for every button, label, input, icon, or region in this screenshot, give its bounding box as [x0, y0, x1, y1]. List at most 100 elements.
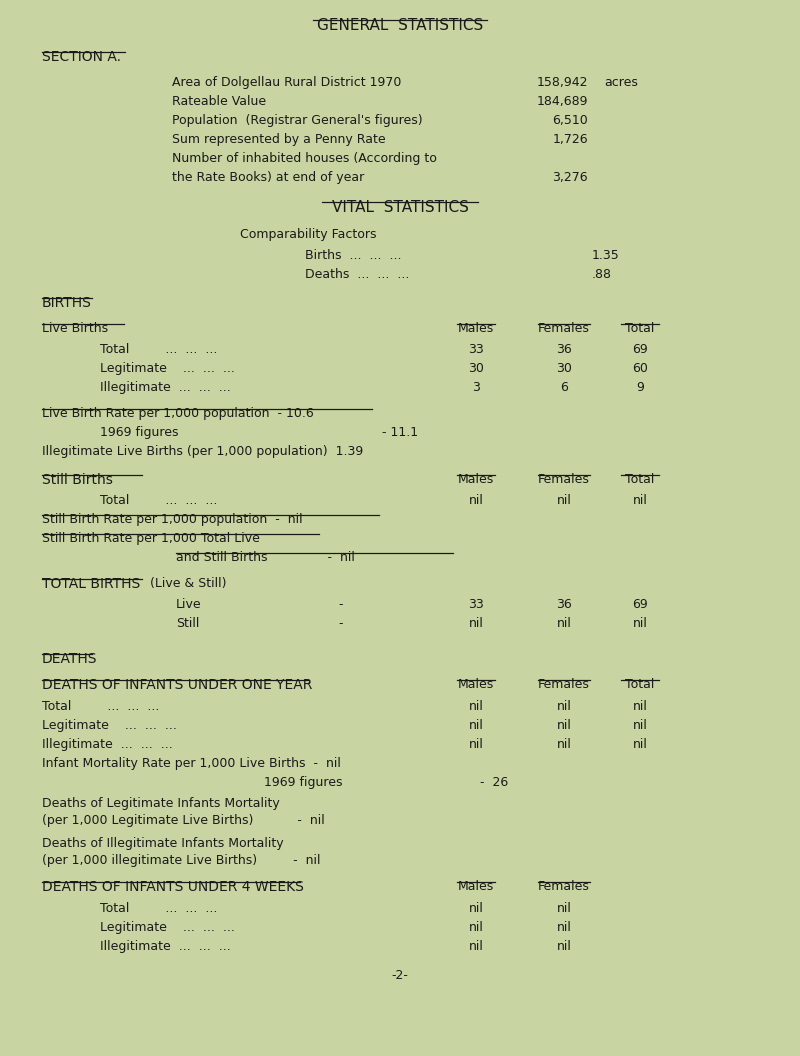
Text: nil: nil: [469, 617, 483, 630]
Text: nil: nil: [633, 719, 647, 732]
Text: 33: 33: [468, 343, 484, 356]
Text: -  26: - 26: [480, 776, 508, 789]
Text: Legitimate    ...  ...  ...: Legitimate ... ... ...: [42, 719, 177, 732]
Text: Comparability Factors: Comparability Factors: [240, 228, 377, 241]
Text: 1.35: 1.35: [592, 249, 620, 262]
Text: Illegitimate Live Births (per 1,000 population)  1.39: Illegitimate Live Births (per 1,000 popu…: [42, 445, 363, 458]
Text: 1,726: 1,726: [552, 133, 588, 146]
Text: nil: nil: [557, 940, 571, 953]
Text: Births  ...  ...  ...: Births ... ... ...: [305, 249, 402, 262]
Text: GENERAL  STATISTICS: GENERAL STATISTICS: [317, 18, 483, 33]
Text: DEATHS: DEATHS: [42, 652, 98, 666]
Text: Live Birth Rate per 1,000 population  - 10.6: Live Birth Rate per 1,000 population - 1…: [42, 407, 314, 420]
Text: Total: Total: [626, 322, 654, 335]
Text: nil: nil: [469, 494, 483, 507]
Text: nil: nil: [557, 617, 571, 630]
Text: Still Birth Rate per 1,000 Total Live: Still Birth Rate per 1,000 Total Live: [42, 532, 260, 545]
Text: 3: 3: [472, 381, 480, 394]
Text: Deaths  ...  ...  ...: Deaths ... ... ...: [305, 268, 410, 281]
Text: Total: Total: [626, 473, 654, 486]
Text: Illegitimate  ...  ...  ...: Illegitimate ... ... ...: [100, 940, 230, 953]
Text: 1969 figures: 1969 figures: [264, 776, 342, 789]
Text: Females: Females: [538, 322, 590, 335]
Text: 184,689: 184,689: [537, 95, 588, 108]
Text: Still: Still: [176, 617, 199, 630]
Text: Illegitimate  ...  ...  ...: Illegitimate ... ... ...: [100, 381, 230, 394]
Text: Total         ...  ...  ...: Total ... ... ...: [100, 902, 218, 914]
Text: Total         ...  ...  ...: Total ... ... ...: [100, 343, 218, 356]
Text: -2-: -2-: [391, 969, 409, 982]
Text: Males: Males: [458, 473, 494, 486]
Text: Live Births: Live Births: [42, 322, 108, 335]
Text: 60: 60: [632, 362, 648, 375]
Text: nil: nil: [469, 921, 483, 934]
Text: 69: 69: [632, 343, 648, 356]
Text: Rateable Value: Rateable Value: [172, 95, 266, 108]
Text: nil: nil: [633, 494, 647, 507]
Text: Total         ...  ...  ...: Total ... ... ...: [100, 494, 218, 507]
Text: nil: nil: [557, 921, 571, 934]
Text: Total         ...  ...  ...: Total ... ... ...: [42, 700, 159, 713]
Text: nil: nil: [557, 719, 571, 732]
Text: the Rate Books) at end of year: the Rate Books) at end of year: [172, 171, 364, 184]
Text: (per 1,000 Legitimate Live Births)           -  nil: (per 1,000 Legitimate Live Births) - nil: [42, 814, 325, 827]
Text: Females: Females: [538, 678, 590, 691]
Text: Males: Males: [458, 322, 494, 335]
Text: 36: 36: [556, 598, 572, 611]
Text: Illegitimate  ...  ...  ...: Illegitimate ... ... ...: [42, 738, 173, 751]
Text: 6,510: 6,510: [552, 114, 588, 127]
Text: 158,942: 158,942: [537, 76, 588, 89]
Text: nil: nil: [469, 940, 483, 953]
Text: SECTION A.: SECTION A.: [42, 50, 121, 64]
Text: Area of Dolgellau Rural District 1970: Area of Dolgellau Rural District 1970: [172, 76, 402, 89]
Text: nil: nil: [557, 494, 571, 507]
Text: nil: nil: [469, 902, 483, 914]
Text: Total: Total: [626, 678, 654, 691]
Text: Males: Males: [458, 880, 494, 893]
Text: Sum represented by a Penny Rate: Sum represented by a Penny Rate: [172, 133, 386, 146]
Text: nil: nil: [469, 738, 483, 751]
Text: 30: 30: [468, 362, 484, 375]
Text: Females: Females: [538, 473, 590, 486]
Text: (Live & Still): (Live & Still): [150, 577, 226, 590]
Text: .88: .88: [592, 268, 612, 281]
Text: Males: Males: [458, 678, 494, 691]
Text: VITAL  STATISTICS: VITAL STATISTICS: [331, 200, 469, 215]
Text: nil: nil: [633, 738, 647, 751]
Text: 3,276: 3,276: [552, 171, 588, 184]
Text: Deaths of Legitimate Infants Mortality: Deaths of Legitimate Infants Mortality: [42, 797, 280, 810]
Text: Population  (Registrar General's figures): Population (Registrar General's figures): [172, 114, 422, 127]
Text: nil: nil: [469, 700, 483, 713]
Text: 6: 6: [560, 381, 568, 394]
Text: -: -: [338, 598, 342, 611]
Text: TOTAL BIRTHS: TOTAL BIRTHS: [42, 577, 140, 591]
Text: nil: nil: [469, 719, 483, 732]
Text: acres: acres: [604, 76, 638, 89]
Text: DEATHS OF INFANTS UNDER ONE YEAR: DEATHS OF INFANTS UNDER ONE YEAR: [42, 678, 312, 692]
Text: BIRTHS: BIRTHS: [42, 296, 92, 310]
Text: DEATHS OF INFANTS UNDER 4 WEEKS: DEATHS OF INFANTS UNDER 4 WEEKS: [42, 880, 304, 894]
Text: 36: 36: [556, 343, 572, 356]
Text: nil: nil: [633, 700, 647, 713]
Text: Females: Females: [538, 880, 590, 893]
Text: 1969 figures: 1969 figures: [100, 426, 178, 439]
Text: and Still Births               -  nil: and Still Births - nil: [176, 551, 355, 564]
Text: Infant Mortality Rate per 1,000 Live Births  -  nil: Infant Mortality Rate per 1,000 Live Bir…: [42, 757, 341, 770]
Text: 69: 69: [632, 598, 648, 611]
Text: Deaths of Illegitimate Infants Mortality: Deaths of Illegitimate Infants Mortality: [42, 837, 284, 850]
Text: nil: nil: [557, 902, 571, 914]
Text: (per 1,000 illegitimate Live Births)         -  nil: (per 1,000 illegitimate Live Births) - n…: [42, 854, 321, 867]
Text: 30: 30: [556, 362, 572, 375]
Text: - 11.1: - 11.1: [382, 426, 418, 439]
Text: nil: nil: [557, 700, 571, 713]
Text: nil: nil: [557, 738, 571, 751]
Text: 9: 9: [636, 381, 644, 394]
Text: 33: 33: [468, 598, 484, 611]
Text: nil: nil: [633, 617, 647, 630]
Text: -: -: [338, 617, 342, 630]
Text: Still Birth Rate per 1,000 population  -  nil: Still Birth Rate per 1,000 population - …: [42, 513, 302, 526]
Text: Still Births: Still Births: [42, 473, 113, 487]
Text: Legitimate    ...  ...  ...: Legitimate ... ... ...: [100, 921, 235, 934]
Text: Live: Live: [176, 598, 202, 611]
Text: Number of inhabited houses (According to: Number of inhabited houses (According to: [172, 152, 437, 165]
